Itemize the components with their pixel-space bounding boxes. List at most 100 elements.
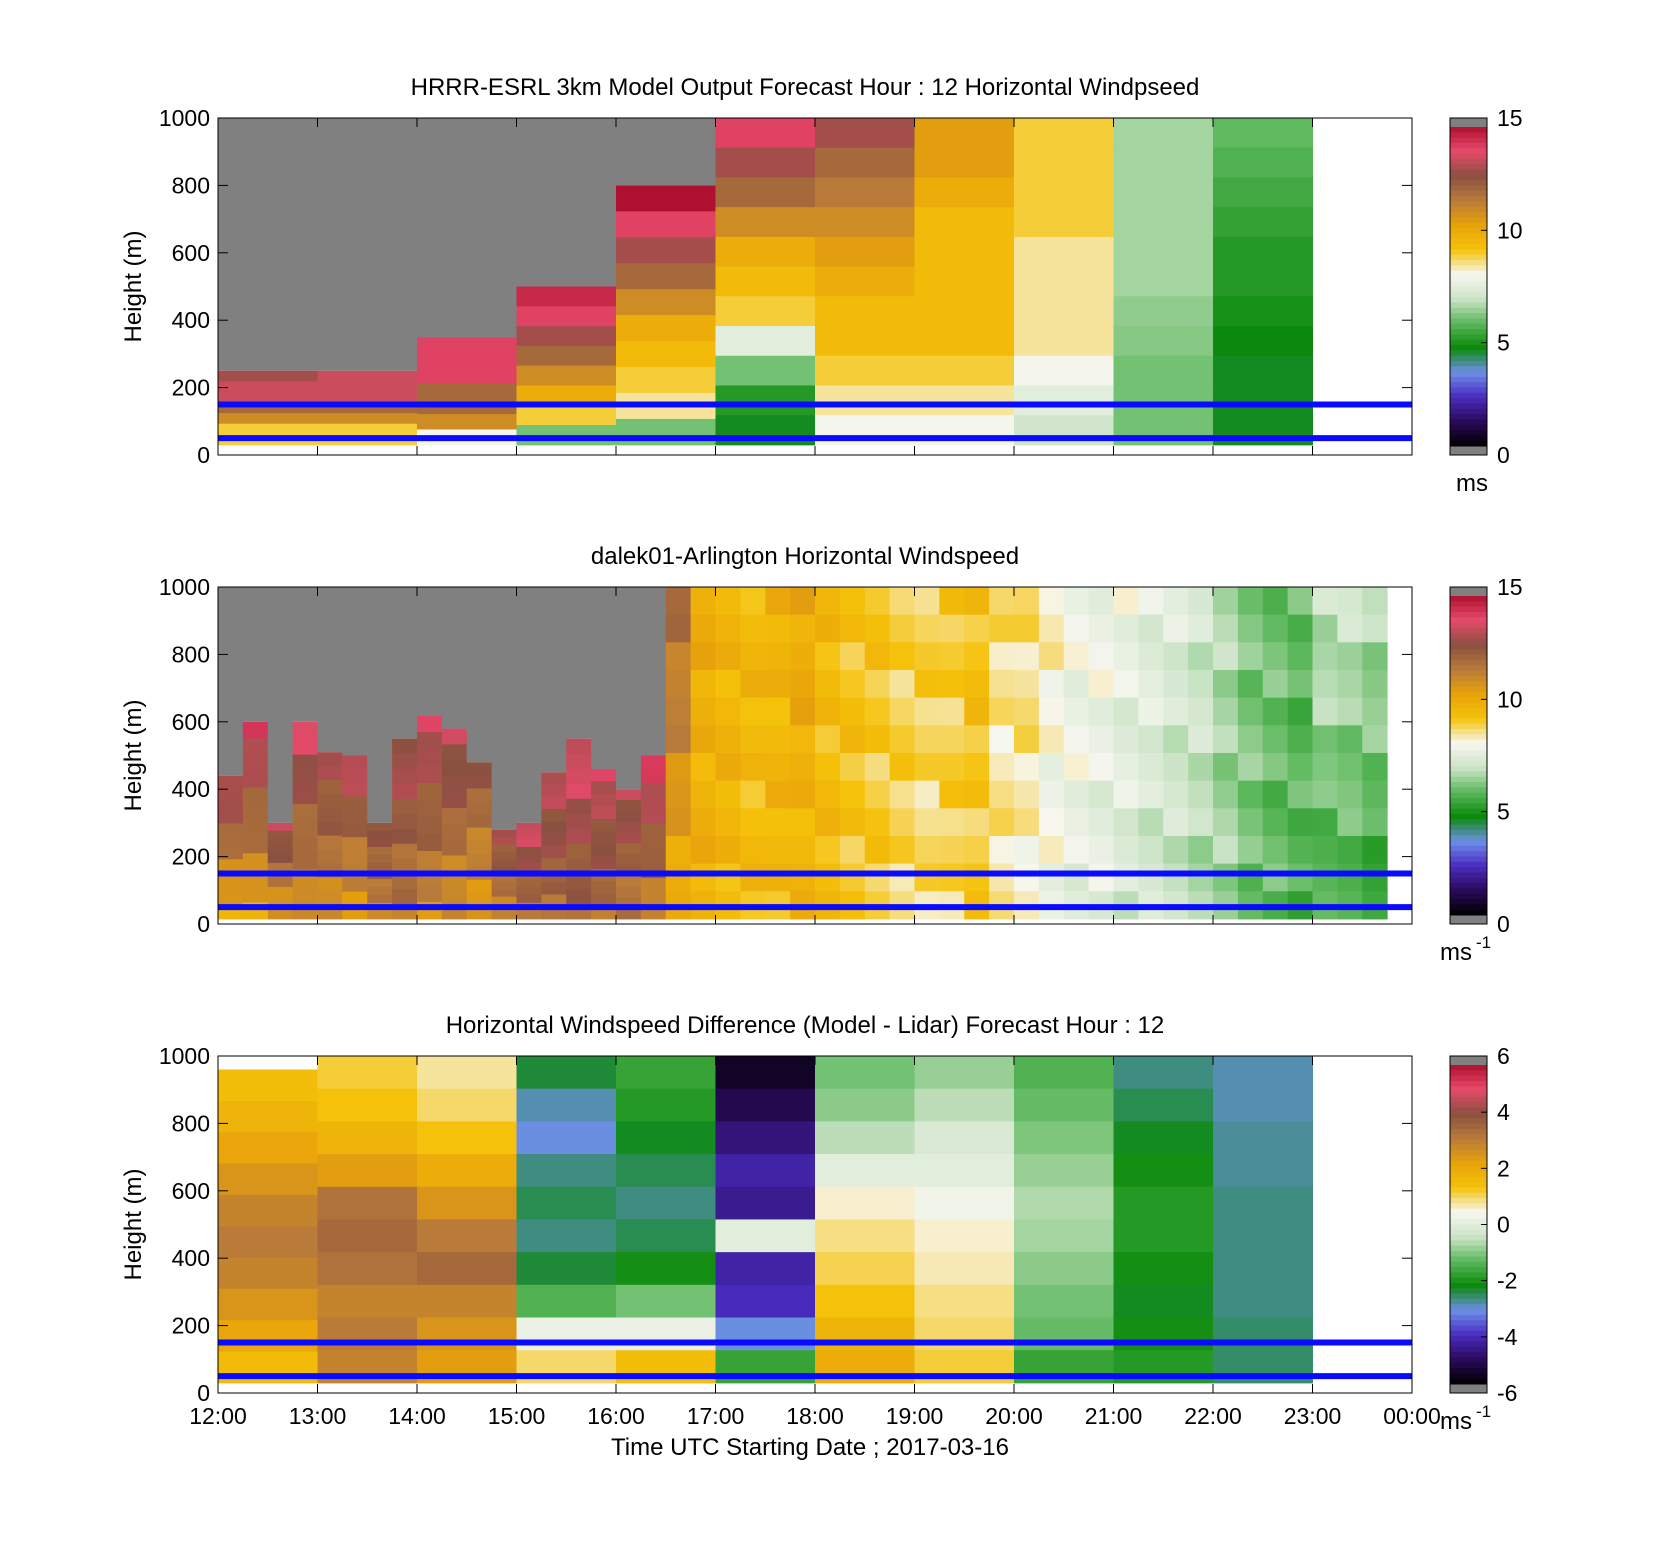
heatmap-cell (889, 808, 915, 837)
colorbar-swatch (1450, 1118, 1487, 1124)
heatmap-cell (815, 697, 841, 726)
heatmap-cell (1113, 1252, 1214, 1286)
heatmap-cell (1113, 326, 1214, 357)
heatmap-cell (1213, 1088, 1313, 1122)
colorbar-swatch (1450, 1208, 1487, 1215)
heatmap-cell (914, 1088, 1015, 1122)
colorbar-swatch (1450, 835, 1487, 842)
heatmap-cell (1113, 587, 1139, 616)
no-data-cell (441, 587, 468, 729)
y-tick-label: 200 (172, 375, 210, 401)
heatmap-cell (1063, 808, 1090, 837)
heatmap-cell (815, 1088, 915, 1122)
heatmap-cell (417, 1056, 517, 1090)
heatmap-cell (964, 780, 990, 809)
colorbar-tick-label: 5 (1497, 330, 1510, 356)
heatmap-cell (914, 207, 1015, 238)
heatmap-cell (914, 355, 1015, 386)
y-tick-label: 600 (172, 240, 210, 266)
colorbar-swatch (1450, 1261, 1487, 1268)
heatmap-cell (1237, 669, 1264, 699)
colorbar-swatch (1450, 1144, 1487, 1151)
heatmap-cell (417, 1219, 517, 1253)
heatmap-cell (1188, 808, 1214, 837)
heatmap-cell (815, 1252, 915, 1286)
heatmap-cell (690, 614, 716, 643)
heatmap-cell (1063, 725, 1090, 754)
heatmap-cell (1138, 752, 1164, 782)
colorbar-tick-label: 0 (1497, 1212, 1510, 1238)
heatmap-cell (591, 793, 617, 807)
colorbar-overflow (1450, 118, 1487, 127)
colorbar-swatch (1450, 334, 1487, 341)
heatmap-cell (1063, 669, 1090, 699)
heatmap-cell (765, 808, 791, 837)
heatmap-cell (715, 266, 816, 297)
colorbar-swatch (1450, 883, 1487, 889)
heatmap-cell (1287, 808, 1313, 837)
heatmap-cell (715, 147, 816, 178)
colorbar-swatch (1450, 649, 1487, 655)
colorbar-swatch (1450, 403, 1487, 410)
colorbar-swatch (1450, 1229, 1487, 1236)
x-tick-label: 21:00 (1085, 1403, 1143, 1429)
heatmap-cell (367, 862, 393, 872)
no-data-cell (267, 587, 294, 823)
heatmap-cell (616, 1154, 716, 1188)
heatmap-cell (665, 587, 692, 616)
no-data-cell (317, 587, 343, 753)
heatmap-cell (491, 881, 517, 890)
colorbar-swatch (1450, 350, 1487, 357)
colorbar-swatch (1450, 376, 1487, 383)
heatmap-cell (1213, 326, 1313, 357)
colorbar-swatch (1450, 723, 1487, 730)
heatmap-cell (367, 838, 393, 848)
colorbar-swatch (1450, 899, 1487, 905)
heatmap-cell (1014, 1219, 1114, 1253)
heatmap-cell (964, 863, 990, 892)
heatmap-cell (242, 738, 269, 756)
heatmap-cell (566, 768, 592, 785)
heatmap-cell (1213, 147, 1313, 178)
heatmap-cell (690, 697, 716, 726)
heatmap-cell (218, 370, 318, 382)
heatmap-cell (1038, 863, 1065, 892)
heatmap-cell (218, 402, 318, 414)
no-data-cell (640, 587, 667, 756)
heatmap-cell (1213, 669, 1239, 699)
colorbar-swatch (1450, 137, 1487, 144)
heatmap-cell (466, 801, 493, 815)
heatmap-cell (441, 744, 468, 761)
heatmap-cell (690, 863, 716, 892)
heatmap-cell (1362, 725, 1388, 754)
heatmap-cell (839, 697, 866, 726)
heatmap-cell (1163, 669, 1189, 699)
colorbar-swatch (1450, 681, 1487, 687)
colorbar-swatch (1450, 829, 1487, 836)
no-data-cell (367, 587, 393, 823)
heatmap-cell (218, 1257, 318, 1290)
colorbar-swatch (1450, 606, 1487, 613)
x-tick-label: 15:00 (488, 1403, 546, 1429)
heatmap-cell (616, 821, 642, 833)
heatmap-cell (765, 725, 791, 754)
heatmap-cell (914, 1056, 1015, 1090)
heatmap-cell (516, 326, 617, 347)
heatmap-cell (1262, 725, 1289, 754)
no-data-cell (292, 587, 318, 722)
heatmap-cell (1312, 780, 1338, 809)
heatmap-cell (591, 768, 617, 782)
heatmap-cell (1362, 587, 1388, 616)
heatmap-cell (566, 843, 592, 860)
heatmap-cell (715, 1056, 816, 1090)
heatmap-cell (1113, 236, 1214, 268)
heatmap-cell (939, 587, 965, 616)
heatmap-cell (516, 1219, 617, 1253)
heatmap-cell (815, 835, 841, 865)
colorbar-swatch (1450, 776, 1487, 783)
heatmap-cell (889, 835, 915, 865)
heatmap-cell (1014, 1121, 1114, 1155)
colorbar-swatch (1450, 771, 1487, 778)
colorbar-swatch (1450, 1096, 1487, 1103)
heatmap-cell (765, 752, 791, 782)
